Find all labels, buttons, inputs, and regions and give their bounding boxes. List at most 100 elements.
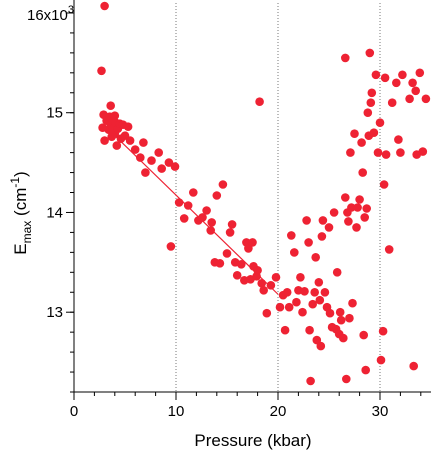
data-point <box>363 108 373 117</box>
x-axis-title: Pressure (kbar) <box>194 431 311 450</box>
data-point <box>100 136 109 145</box>
data-point <box>350 129 359 138</box>
data-point <box>315 295 325 305</box>
data-point <box>139 138 148 147</box>
data-point <box>97 66 106 76</box>
data-point <box>212 191 222 200</box>
data-point <box>302 216 311 225</box>
data-point <box>154 148 163 157</box>
data-point <box>147 156 156 165</box>
data-point <box>255 97 264 106</box>
data-point <box>266 281 276 290</box>
data-point <box>357 138 366 147</box>
y-tick-label: 15 <box>46 105 63 122</box>
data-point <box>341 53 350 63</box>
data-point <box>365 48 375 58</box>
data-point <box>179 214 189 223</box>
data-point <box>207 218 216 227</box>
data-point <box>222 249 232 258</box>
data-point <box>376 355 386 365</box>
data-point <box>308 299 318 309</box>
data-point <box>367 88 377 98</box>
data-point <box>421 94 431 104</box>
data-point <box>392 78 401 88</box>
data-point <box>375 118 385 127</box>
y-axis-title-main: E <box>11 243 30 254</box>
x-tick-label: 30 <box>372 403 389 420</box>
data-point <box>237 260 246 269</box>
data-point <box>198 213 207 222</box>
data-point <box>398 70 407 80</box>
data-point <box>329 208 339 217</box>
data-point <box>336 315 346 325</box>
data-point <box>411 86 421 96</box>
data-point <box>335 307 345 317</box>
y-tick-labels: 13 14 15 <box>46 105 63 321</box>
data-point <box>324 223 334 232</box>
data-point <box>280 325 290 335</box>
data-point <box>166 242 176 251</box>
x-tick-label: 20 <box>270 403 287 420</box>
data-point <box>253 266 262 275</box>
data-point <box>320 288 330 297</box>
data-point <box>130 145 140 154</box>
data-point <box>347 203 356 212</box>
data-point <box>314 278 324 287</box>
data-point <box>362 204 372 213</box>
data-points <box>97 1 431 386</box>
data-point <box>306 376 315 386</box>
data-point <box>298 307 307 317</box>
data-point <box>157 164 166 173</box>
data-point <box>244 244 253 253</box>
data-point <box>282 288 292 297</box>
data-point <box>345 313 354 323</box>
data-point <box>359 330 369 340</box>
data-point <box>311 252 321 262</box>
fit-line-group <box>104 125 279 295</box>
data-point <box>369 128 379 137</box>
x-tick-label: 10 <box>168 403 185 420</box>
data-point <box>215 259 225 268</box>
data-point <box>415 68 425 78</box>
data-point <box>225 228 235 237</box>
data-point <box>332 268 342 277</box>
data-point <box>100 1 109 11</box>
data-point <box>123 122 133 131</box>
y-axis-title-unit-exponent: -1 <box>8 177 22 188</box>
data-point <box>344 217 353 226</box>
data-point <box>227 220 237 229</box>
data-point <box>106 101 115 110</box>
data-point <box>287 231 296 240</box>
y-multiplier-label: 16x103 <box>27 4 74 24</box>
data-point <box>366 98 376 107</box>
data-point <box>316 341 326 351</box>
data-point <box>409 361 419 371</box>
data-point <box>358 168 368 177</box>
data-point <box>141 168 150 177</box>
data-point <box>339 333 348 343</box>
data-point <box>317 232 327 241</box>
y-axis-title-sub: max <box>20 221 34 244</box>
data-point <box>290 248 299 257</box>
data-point <box>348 298 357 308</box>
data-point <box>275 302 285 312</box>
data-point <box>380 73 390 83</box>
data-point <box>164 158 174 167</box>
data-point <box>284 302 294 312</box>
data-point <box>110 111 120 120</box>
data-point <box>218 180 228 189</box>
data-point <box>136 153 145 162</box>
fit-line <box>104 125 279 295</box>
data-point <box>360 213 370 222</box>
data-point <box>248 238 257 247</box>
data-point <box>189 188 198 197</box>
data-point <box>394 135 403 144</box>
data-point <box>408 78 417 88</box>
data-point <box>304 238 313 247</box>
y-tick-label: 14 <box>46 204 63 221</box>
y-tick-label: 13 <box>46 304 63 321</box>
y-multiplier-exponent: 3 <box>68 4 74 16</box>
data-point <box>396 148 405 157</box>
y-multiplier-base: 16x10 <box>27 7 68 24</box>
